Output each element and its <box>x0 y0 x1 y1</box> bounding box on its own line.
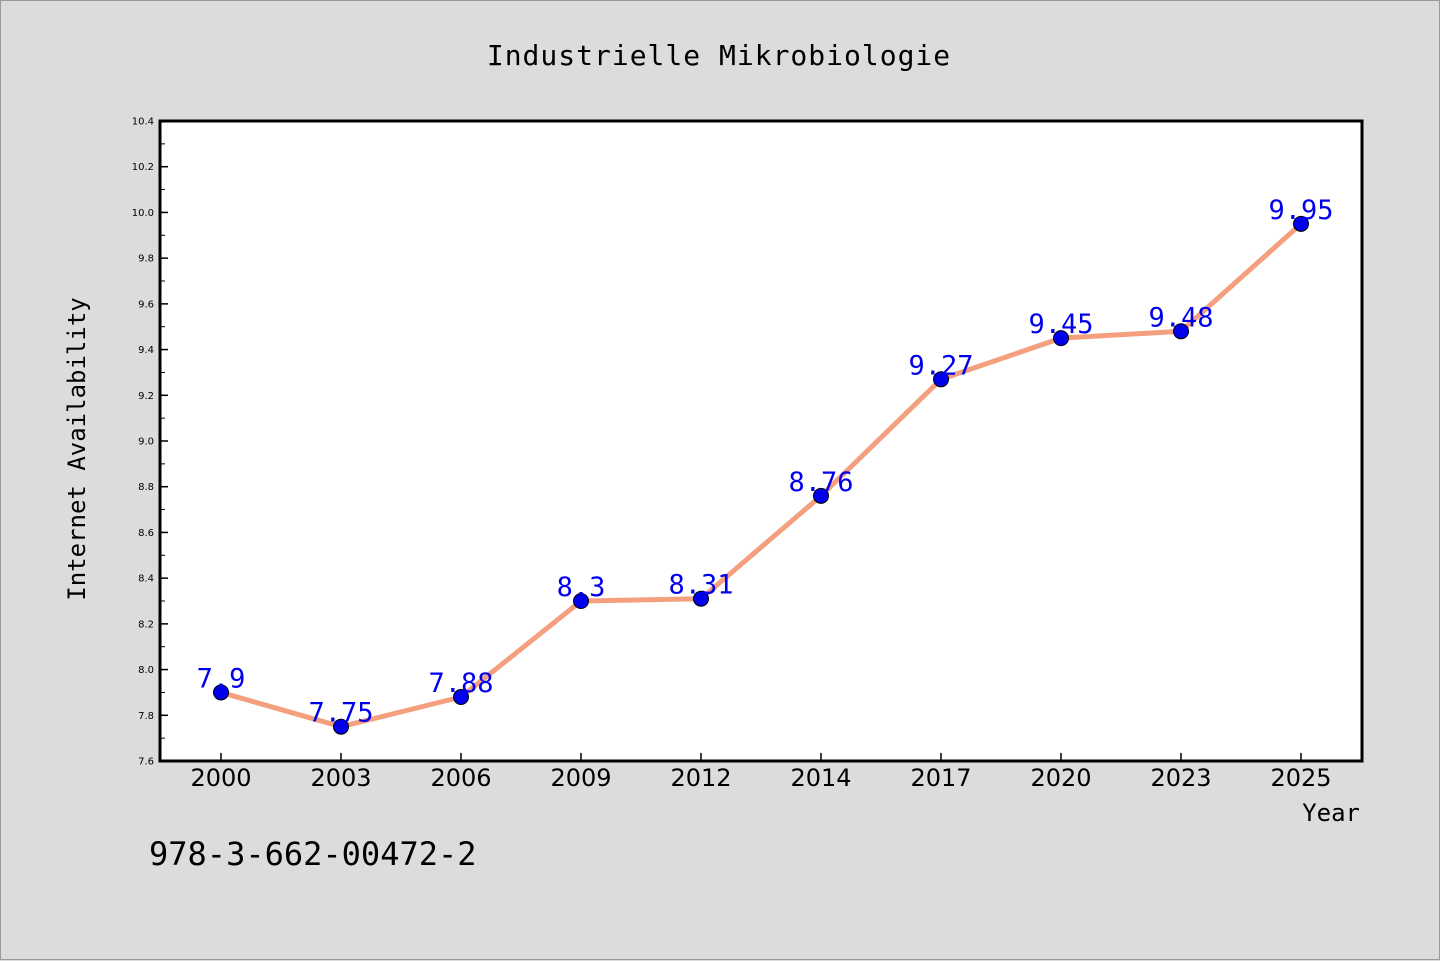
x-axis: 2000 2003 2006 2009 2012 2014 2017 2020 2023 2025 <box>190 753 1332 792</box>
y-tick-label: 7.6 <box>138 757 154 768</box>
data-label: 8.76 <box>788 467 853 498</box>
data-point <box>213 684 229 701</box>
y-tick-label: 9.0 <box>138 437 154 448</box>
x-axis-label: Year <box>1302 799 1360 827</box>
data-point <box>813 487 829 504</box>
y-tick-label: 7.8 <box>138 711 154 722</box>
isbn-text: 978-3-662-00472-2 <box>149 835 477 873</box>
data-label: 9.95 <box>1268 195 1333 226</box>
y-tick-label: 8.8 <box>138 482 154 493</box>
y-tick-label: 8.6 <box>138 528 154 539</box>
y-tick-label: 10.4 <box>132 117 154 128</box>
plot-area <box>158 119 1364 763</box>
y-tick-label: 9.8 <box>138 254 154 265</box>
x-tick-label: 2009 <box>550 764 611 792</box>
y-tick-label: 10.0 <box>132 208 154 219</box>
data-point <box>693 590 709 607</box>
y-tick-label: 8.2 <box>138 619 154 630</box>
y-axis: 7.6 7.8 8.0 8.2 8.4 8.6 8.8 9.0 9.2 9.4 9.6 9.8 10.0… <box>132 117 168 768</box>
x-tick-label: 2012 <box>670 764 731 792</box>
data-point <box>453 689 469 705</box>
y-tick-label: 9.6 <box>138 299 154 310</box>
data-point <box>1293 215 1309 232</box>
y-tick-label: 8.0 <box>138 665 154 676</box>
x-tick-label: 2006 <box>430 764 491 792</box>
data-label: 8.3 <box>557 572 606 603</box>
y-tick-label: 8.4 <box>138 574 154 585</box>
chart-title: Industrielle Mikrobiologie <box>487 39 951 72</box>
y-tick-label: 9.4 <box>138 345 154 356</box>
y-axis-label: Internet Availability <box>63 297 91 600</box>
x-tick-label: 2025 <box>1270 764 1331 792</box>
data-point <box>1053 330 1069 347</box>
data-point <box>933 371 949 388</box>
data-labels: 7.9 7.75 7.88 8.3 8.31 8.76 9.27 9.45 9.48 9.95 <box>197 195 1334 729</box>
x-tick-label: 2000 <box>190 764 251 792</box>
data-label: 9.45 <box>1028 309 1093 340</box>
data-label: 7.75 <box>308 698 373 729</box>
x-tick-label: 2023 <box>1150 764 1211 792</box>
data-label: 9.48 <box>1148 302 1213 333</box>
data-label: 8.31 <box>668 570 733 601</box>
x-tick-label: 2003 <box>310 764 371 792</box>
data-label: 7.9 <box>197 663 246 694</box>
data-markers <box>213 215 1309 735</box>
data-label: 9.27 <box>908 350 973 381</box>
data-point <box>333 718 349 735</box>
x-tick-label: 2020 <box>1030 764 1091 792</box>
data-point <box>573 593 589 609</box>
x-tick-label: 2014 <box>790 764 851 792</box>
y-tick-label: 9.2 <box>138 391 154 402</box>
x-tick-label: 2017 <box>910 764 971 792</box>
y-tick-label: 10.2 <box>132 162 154 173</box>
series-line <box>220 221 1303 730</box>
data-point <box>1173 323 1189 340</box>
data-label: 7.88 <box>428 668 493 699</box>
